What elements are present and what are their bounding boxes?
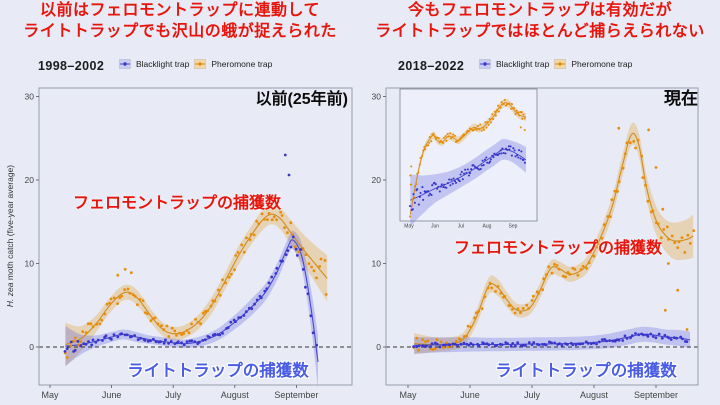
svg-text:0: 0 bbox=[29, 342, 34, 352]
right-legend: Blacklight trap Pheromone trap bbox=[479, 59, 632, 69]
blacklight-legend-key-icon bbox=[479, 59, 491, 69]
svg-text:August: August bbox=[221, 390, 250, 400]
left-title-line2: ライトトラップでも沢山の蛾が捉えられた bbox=[23, 23, 337, 40]
svg-text:20: 20 bbox=[25, 175, 35, 185]
svg-text:June: June bbox=[460, 390, 480, 400]
svg-text:Aug: Aug bbox=[483, 224, 492, 230]
y-axis-label-rest: moth catch (five-year average) bbox=[5, 164, 15, 283]
svg-text:0: 0 bbox=[376, 342, 381, 352]
svg-text:Sep: Sep bbox=[509, 224, 518, 230]
pheromone-legend-key-icon bbox=[554, 59, 567, 69]
left-chart: 0 10 20 30 May June July August September bbox=[25, 87, 353, 400]
pheromone-legend-label: Pheromone trap bbox=[211, 59, 273, 69]
svg-text:August: August bbox=[580, 390, 609, 400]
svg-text:Jul: Jul bbox=[458, 224, 464, 230]
right-chart: 0 10 20 30 May June July August September May Jun J… bbox=[372, 87, 699, 400]
svg-text:September: September bbox=[274, 390, 318, 400]
pheromone-legend-key-icon bbox=[194, 59, 207, 69]
svg-text:10: 10 bbox=[372, 259, 382, 269]
right-figure-title: 今もフェロモントラップは有効だが ライトトラップではほとんど捕らえられない bbox=[360, 0, 720, 42]
svg-text:September: September bbox=[634, 390, 678, 400]
era-label-present: 現在 bbox=[664, 89, 698, 108]
y-axis-label-species: H. zea bbox=[5, 282, 15, 308]
right-title-line2: ライトトラップではほとんど捕らえられない bbox=[375, 23, 705, 40]
right-pheromone-annotation: フェロモントラップの捕獲数 bbox=[453, 240, 662, 257]
svg-text:July: July bbox=[165, 390, 182, 400]
right-blacklight-annotation: ライトトラップの捕獲数 bbox=[495, 362, 677, 380]
left-pheromone-annotation: フェロモントラップの捕獲数 bbox=[72, 195, 281, 212]
era-label-past: 以前(25年前) bbox=[255, 91, 348, 108]
svg-text:May: May bbox=[404, 224, 414, 230]
blacklight-legend-label: Blacklight trap bbox=[136, 59, 190, 69]
left-period-label: 1998–2002 bbox=[38, 59, 105, 73]
left-title-line1: 以前はフェロモントラップに連動して bbox=[39, 2, 321, 19]
pheromone-legend-label: Pheromone trap bbox=[571, 59, 633, 69]
y-axis-label: H. zea moth catch (five-year average) bbox=[5, 86, 19, 386]
svg-text:30: 30 bbox=[25, 92, 35, 102]
svg-text:June: June bbox=[102, 390, 122, 400]
blacklight-legend-key-icon bbox=[119, 59, 131, 69]
svg-text:20: 20 bbox=[372, 175, 382, 185]
svg-text:May: May bbox=[41, 390, 59, 400]
left-figure-title: 以前はフェロモントラップに連動して ライトトラップでも沢山の蛾が捉えられた bbox=[0, 0, 360, 42]
svg-text:10: 10 bbox=[25, 259, 35, 269]
left-blacklight-annotation: ライトトラップの捕獲数 bbox=[127, 362, 309, 380]
svg-text:July: July bbox=[524, 390, 541, 400]
blacklight-legend-label: Blacklight trap bbox=[496, 59, 550, 69]
svg-text:May: May bbox=[399, 390, 417, 400]
left-legend: Blacklight trap Pheromone trap bbox=[119, 59, 272, 69]
right-title-line1: 今もフェロモントラップは有効だが bbox=[407, 2, 672, 19]
right-period-label: 2018–2022 bbox=[398, 59, 465, 73]
svg-text:Jun: Jun bbox=[431, 224, 439, 230]
svg-text:30: 30 bbox=[372, 92, 382, 102]
